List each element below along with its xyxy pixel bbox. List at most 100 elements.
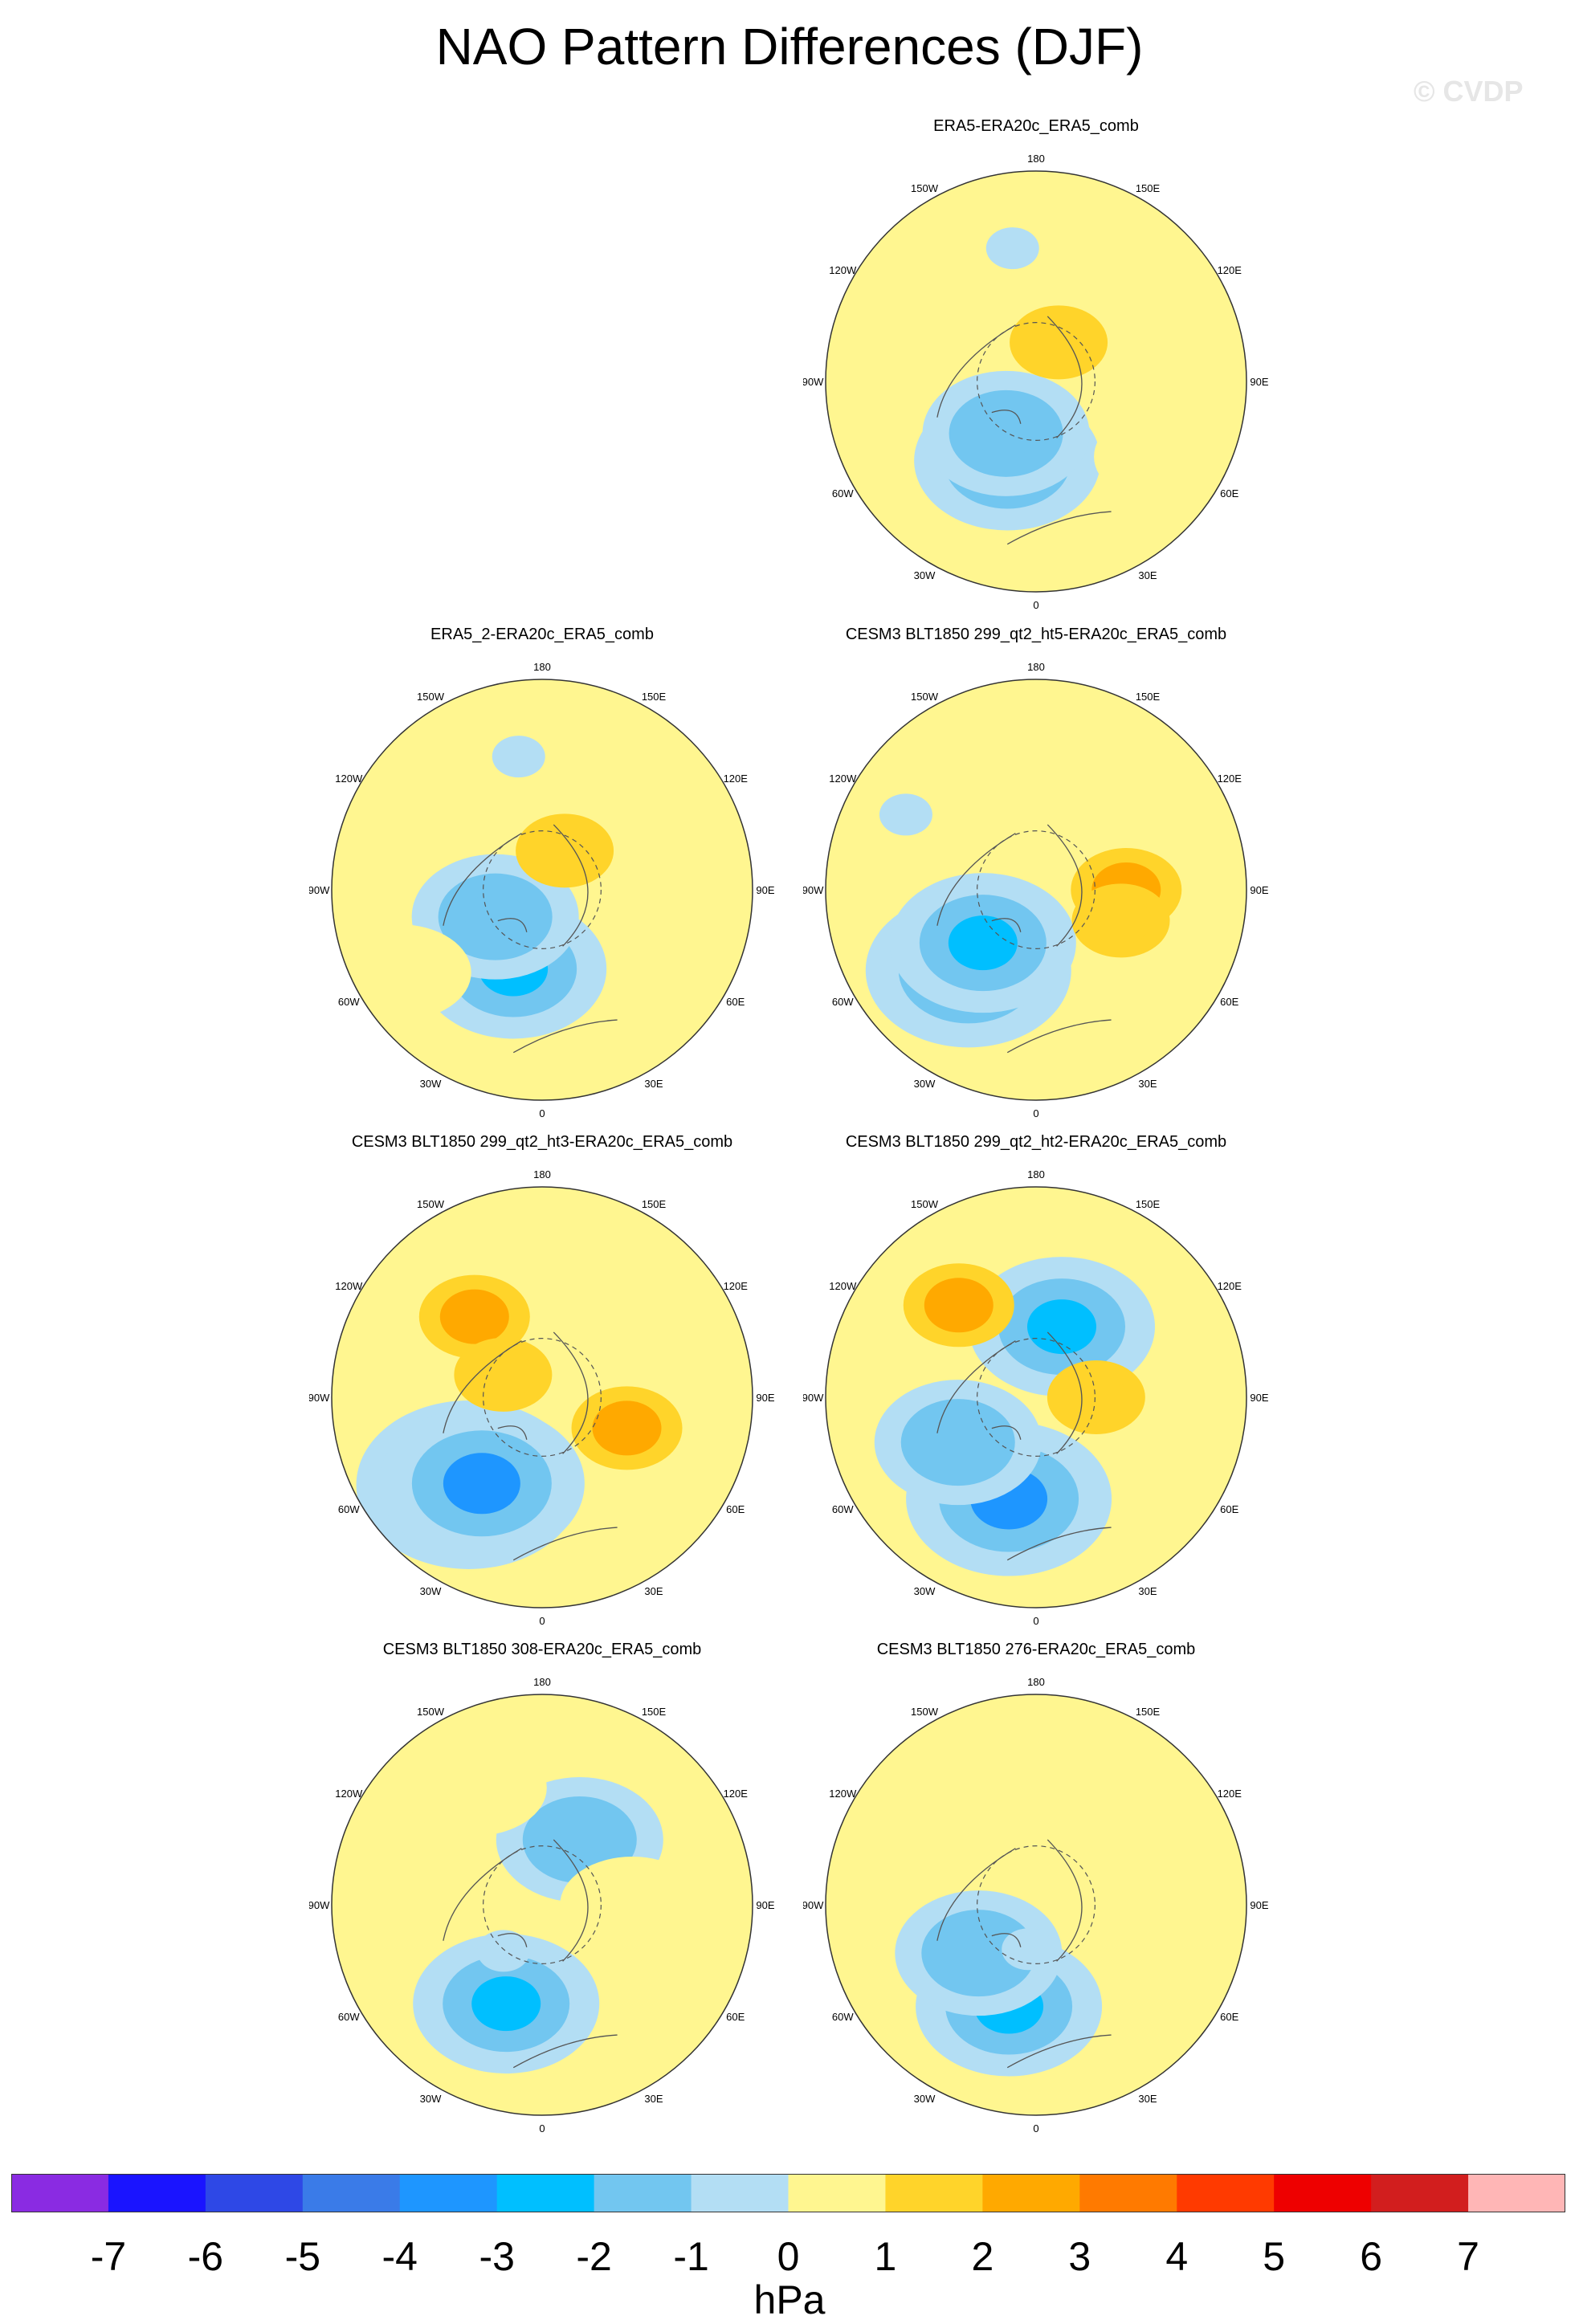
europe-coastline — [1006, 2034, 1112, 2069]
eurasia-coastline — [553, 1331, 589, 1454]
colorbar-tick: 5 — [1263, 2234, 1286, 2279]
longitude-label-left: 90W — [803, 884, 824, 896]
longitude-label-lower_left: 30W — [914, 2093, 936, 2105]
map-border — [825, 1694, 1247, 2116]
greenland-coastline — [497, 918, 528, 932]
anomaly-core — [549, 1815, 610, 1864]
arctic-coastline — [483, 1338, 602, 1457]
map-border — [331, 679, 753, 1101]
longitude-label-top: 180 — [1027, 1168, 1045, 1180]
longitude-label-left_upper: 120W — [829, 773, 857, 785]
longitude-label-left: 90W — [309, 1392, 330, 1404]
longitude-label-right_lower: 60E — [726, 996, 745, 1008]
polar-map: 180 0 150W 150E 120W 120E 90W 90E 60W 60E 30W 30E — [803, 1676, 1269, 2134]
colorbar-swatch — [1468, 2174, 1565, 2212]
longitude-label-bottom: 0 — [539, 1615, 545, 1627]
longitude-label-top: 180 — [533, 1168, 551, 1180]
longitude-label-upper_right: 150E — [642, 1198, 667, 1210]
polar-map: 180 0 150W 150E 120W 120E 90W 90E 60W 60E 30W 30E — [309, 1676, 775, 2134]
map-panel-ht3: CESM3 BLT1850 299_qt2_ht3-ERA20c_ERA5_co… — [309, 1132, 775, 1630]
arctic-coastline — [977, 1845, 1096, 1964]
colorbar-swatch — [302, 2174, 401, 2212]
longitude-label-lower_right: 30E — [1138, 1078, 1157, 1090]
longitude-label-bottom: 0 — [539, 2122, 545, 2134]
cvdp-watermark: © CVDP — [1414, 75, 1524, 108]
anomaly-core — [1065, 1373, 1127, 1421]
north-america-coastline — [936, 324, 1016, 418]
anomaly-core — [1027, 1299, 1097, 1355]
colorbar-swatch — [496, 2174, 595, 2212]
anomaly-core — [471, 1976, 541, 2032]
panel-title: CESM3 BLT1850 308-ERA20c_ERA5_comb — [382, 1641, 702, 1658]
arctic-coastline — [483, 830, 602, 949]
longitude-label-left_lower: 60W — [832, 2011, 854, 2023]
longitude-label-right: 90E — [1250, 884, 1268, 896]
eurasia-coastline — [553, 824, 589, 947]
anomaly-core — [975, 409, 1037, 458]
longitude-label-bottom: 0 — [1033, 599, 1038, 611]
longitude-label-lower_left: 30W — [420, 1078, 442, 1090]
longitude-label-right_lower: 60E — [1220, 487, 1238, 499]
north-america-coastline — [936, 1340, 1016, 1433]
longitude-label-right: 90E — [756, 1392, 774, 1404]
longitude-label-left_lower: 60W — [338, 996, 360, 1008]
panel-title: ERA5_2-ERA20c_ERA5_comb — [430, 626, 654, 643]
longitude-label-left_upper: 120W — [829, 1788, 857, 1800]
longitude-label-lower_right: 30E — [1138, 1585, 1157, 1597]
anomaly-core — [948, 1929, 1010, 1978]
greenland-coastline — [991, 1933, 1022, 1947]
north-america-coastline — [443, 833, 522, 926]
map-panel-era5: ERA5-ERA20c_ERA5_comb 180 0 150W 150E 120W 12… — [803, 116, 1269, 614]
longitude-label-upper_left: 150W — [911, 1198, 939, 1210]
anomaly-core — [879, 793, 932, 836]
longitude-label-left_upper: 120W — [335, 773, 363, 785]
anomaly-core — [1094, 408, 1239, 505]
map-panel-276: CESM3 BLT1850 276-ERA20c_ERA5_comb 180 0 1… — [803, 1640, 1269, 2138]
greenland-coastline — [497, 1425, 528, 1440]
greenland-coastline — [991, 918, 1022, 932]
longitude-label-left_lower: 60W — [832, 996, 854, 1008]
polar-map: 180 0 150W 150E 120W 120E 90W 90E 60W 60E 30W 30E — [803, 153, 1269, 611]
greenland-coastline — [991, 1425, 1022, 1440]
anomaly-core — [402, 1739, 547, 1837]
colorbar-tick: 1 — [874, 2234, 897, 2279]
colorbar-swatch — [1274, 2174, 1372, 2212]
longitude-label-right: 90E — [756, 1899, 774, 1911]
longitude-label-bottom: 0 — [1033, 1615, 1038, 1627]
colorbar-swatch — [982, 2174, 1080, 2212]
polar-map: 180 0 150W 150E 120W 120E 90W 90E 60W 60E 30W 30E — [803, 1168, 1269, 1627]
longitude-label-right: 90E — [1250, 376, 1268, 388]
colorbar-border — [11, 2174, 1565, 2212]
longitude-label-right_upper: 120E — [724, 1280, 749, 1292]
longitude-label-top: 180 — [533, 1676, 551, 1688]
arctic-coastline — [977, 322, 1096, 441]
longitude-label-lower_right: 30E — [644, 1078, 663, 1090]
anomaly-core — [472, 1350, 534, 1399]
colorbar-tick: 7 — [1457, 2234, 1479, 2279]
anomaly-core — [560, 1857, 705, 1953]
polar-map: 180 0 150W 150E 120W 120E 90W 90E 60W 60E 30W 30E — [309, 661, 775, 1119]
europe-coastline — [1006, 1019, 1112, 1054]
panel-title: CESM3 BLT1850 276-ERA20c_ERA5_comb — [876, 1641, 1196, 1658]
map-border — [331, 1186, 753, 1608]
longitude-label-top: 180 — [1027, 1676, 1045, 1688]
longitude-label-left_lower: 60W — [338, 2011, 360, 2023]
longitude-label-top: 180 — [1027, 153, 1045, 165]
longitude-label-left: 90W — [803, 1899, 824, 1911]
longitude-label-left_upper: 120W — [829, 264, 857, 276]
anomaly-core — [1002, 1928, 1055, 1971]
longitude-label-left_lower: 60W — [832, 1503, 854, 1515]
longitude-label-left: 90W — [803, 1392, 824, 1404]
longitude-label-right_lower: 60E — [1220, 996, 1238, 1008]
longitude-label-top: 180 — [1027, 661, 1045, 673]
north-america-coastline — [443, 1848, 522, 1941]
anomaly-core — [1052, 1841, 1198, 1938]
colorbar-tick: -5 — [284, 2234, 321, 2279]
anomaly-core — [1028, 318, 1090, 367]
colorbar-swatch — [1079, 2174, 1177, 2212]
colorbar-swatch — [1177, 2174, 1275, 2212]
longitude-label-bottom: 0 — [1033, 2122, 1038, 2134]
arctic-coastline — [977, 1338, 1096, 1457]
colorbar-swatch — [399, 2174, 498, 2212]
colorbar-tick: -3 — [479, 2234, 515, 2279]
